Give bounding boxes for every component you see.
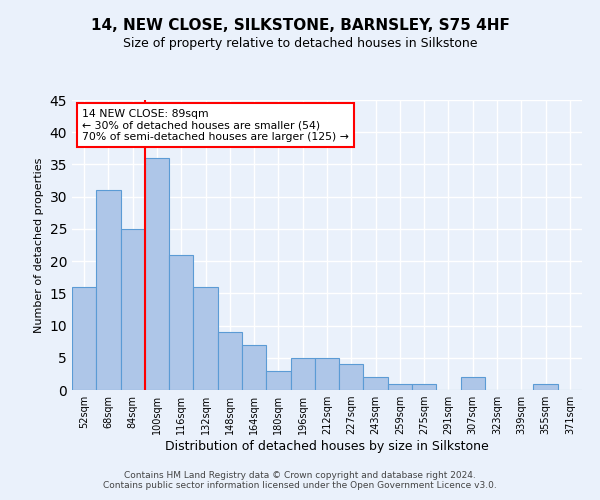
Bar <box>218 332 242 390</box>
Bar <box>533 384 558 390</box>
Bar <box>364 377 388 390</box>
Bar <box>96 190 121 390</box>
Bar <box>121 229 145 390</box>
Bar <box>461 377 485 390</box>
Bar <box>388 384 412 390</box>
Bar <box>242 345 266 390</box>
X-axis label: Distribution of detached houses by size in Silkstone: Distribution of detached houses by size … <box>165 440 489 453</box>
Bar <box>339 364 364 390</box>
Bar <box>290 358 315 390</box>
Bar <box>145 158 169 390</box>
Bar <box>315 358 339 390</box>
Bar <box>193 287 218 390</box>
Text: Size of property relative to detached houses in Silkstone: Size of property relative to detached ho… <box>123 38 477 51</box>
Y-axis label: Number of detached properties: Number of detached properties <box>34 158 44 332</box>
Bar <box>266 370 290 390</box>
Bar <box>412 384 436 390</box>
Bar <box>72 287 96 390</box>
Bar <box>169 254 193 390</box>
Text: Contains HM Land Registry data © Crown copyright and database right 2024.
Contai: Contains HM Land Registry data © Crown c… <box>103 470 497 490</box>
Text: 14 NEW CLOSE: 89sqm
← 30% of detached houses are smaller (54)
70% of semi-detach: 14 NEW CLOSE: 89sqm ← 30% of detached ho… <box>82 108 349 142</box>
Text: 14, NEW CLOSE, SILKSTONE, BARNSLEY, S75 4HF: 14, NEW CLOSE, SILKSTONE, BARNSLEY, S75 … <box>91 18 509 32</box>
